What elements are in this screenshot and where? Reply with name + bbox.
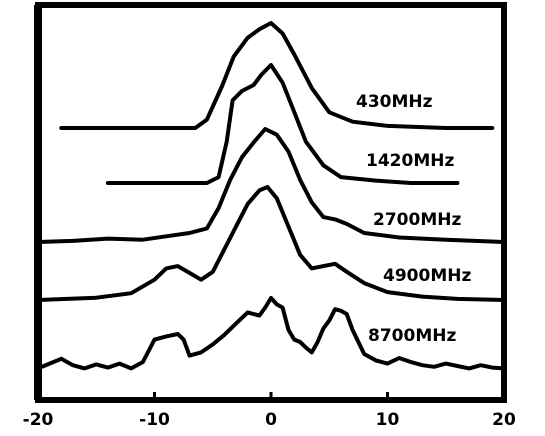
- x-tick-label: 20: [492, 410, 516, 430]
- series-label-2700mhz: 2700MHz: [373, 210, 461, 230]
- x-tick-label: -10: [139, 410, 170, 430]
- series-label-430mhz: 430MHz: [356, 92, 433, 112]
- x-tick-label: 0: [265, 410, 277, 430]
- series-line-8700mhz: [36, 296, 506, 371]
- series-label-layer: 430MHz 1420MHz 2700MHz 4900MHz 8700MHz: [356, 92, 471, 346]
- x-ticks: -20 -10 0 10 20: [23, 392, 516, 430]
- series-line-1420mhz: [105, 63, 460, 185]
- series-line-430mhz: [59, 21, 495, 130]
- series-label-4900mhz: 4900MHz: [383, 266, 471, 286]
- series-line-2700mhz: [36, 127, 506, 244]
- series-label-1420mhz: 1420MHz: [366, 151, 454, 171]
- x-tick-label: 10: [376, 410, 400, 430]
- series-layer: [36, 21, 506, 371]
- x-tick-label: -20: [23, 410, 54, 430]
- series-line-4900mhz: [36, 185, 506, 302]
- series-label-8700mhz: 8700MHz: [368, 326, 456, 346]
